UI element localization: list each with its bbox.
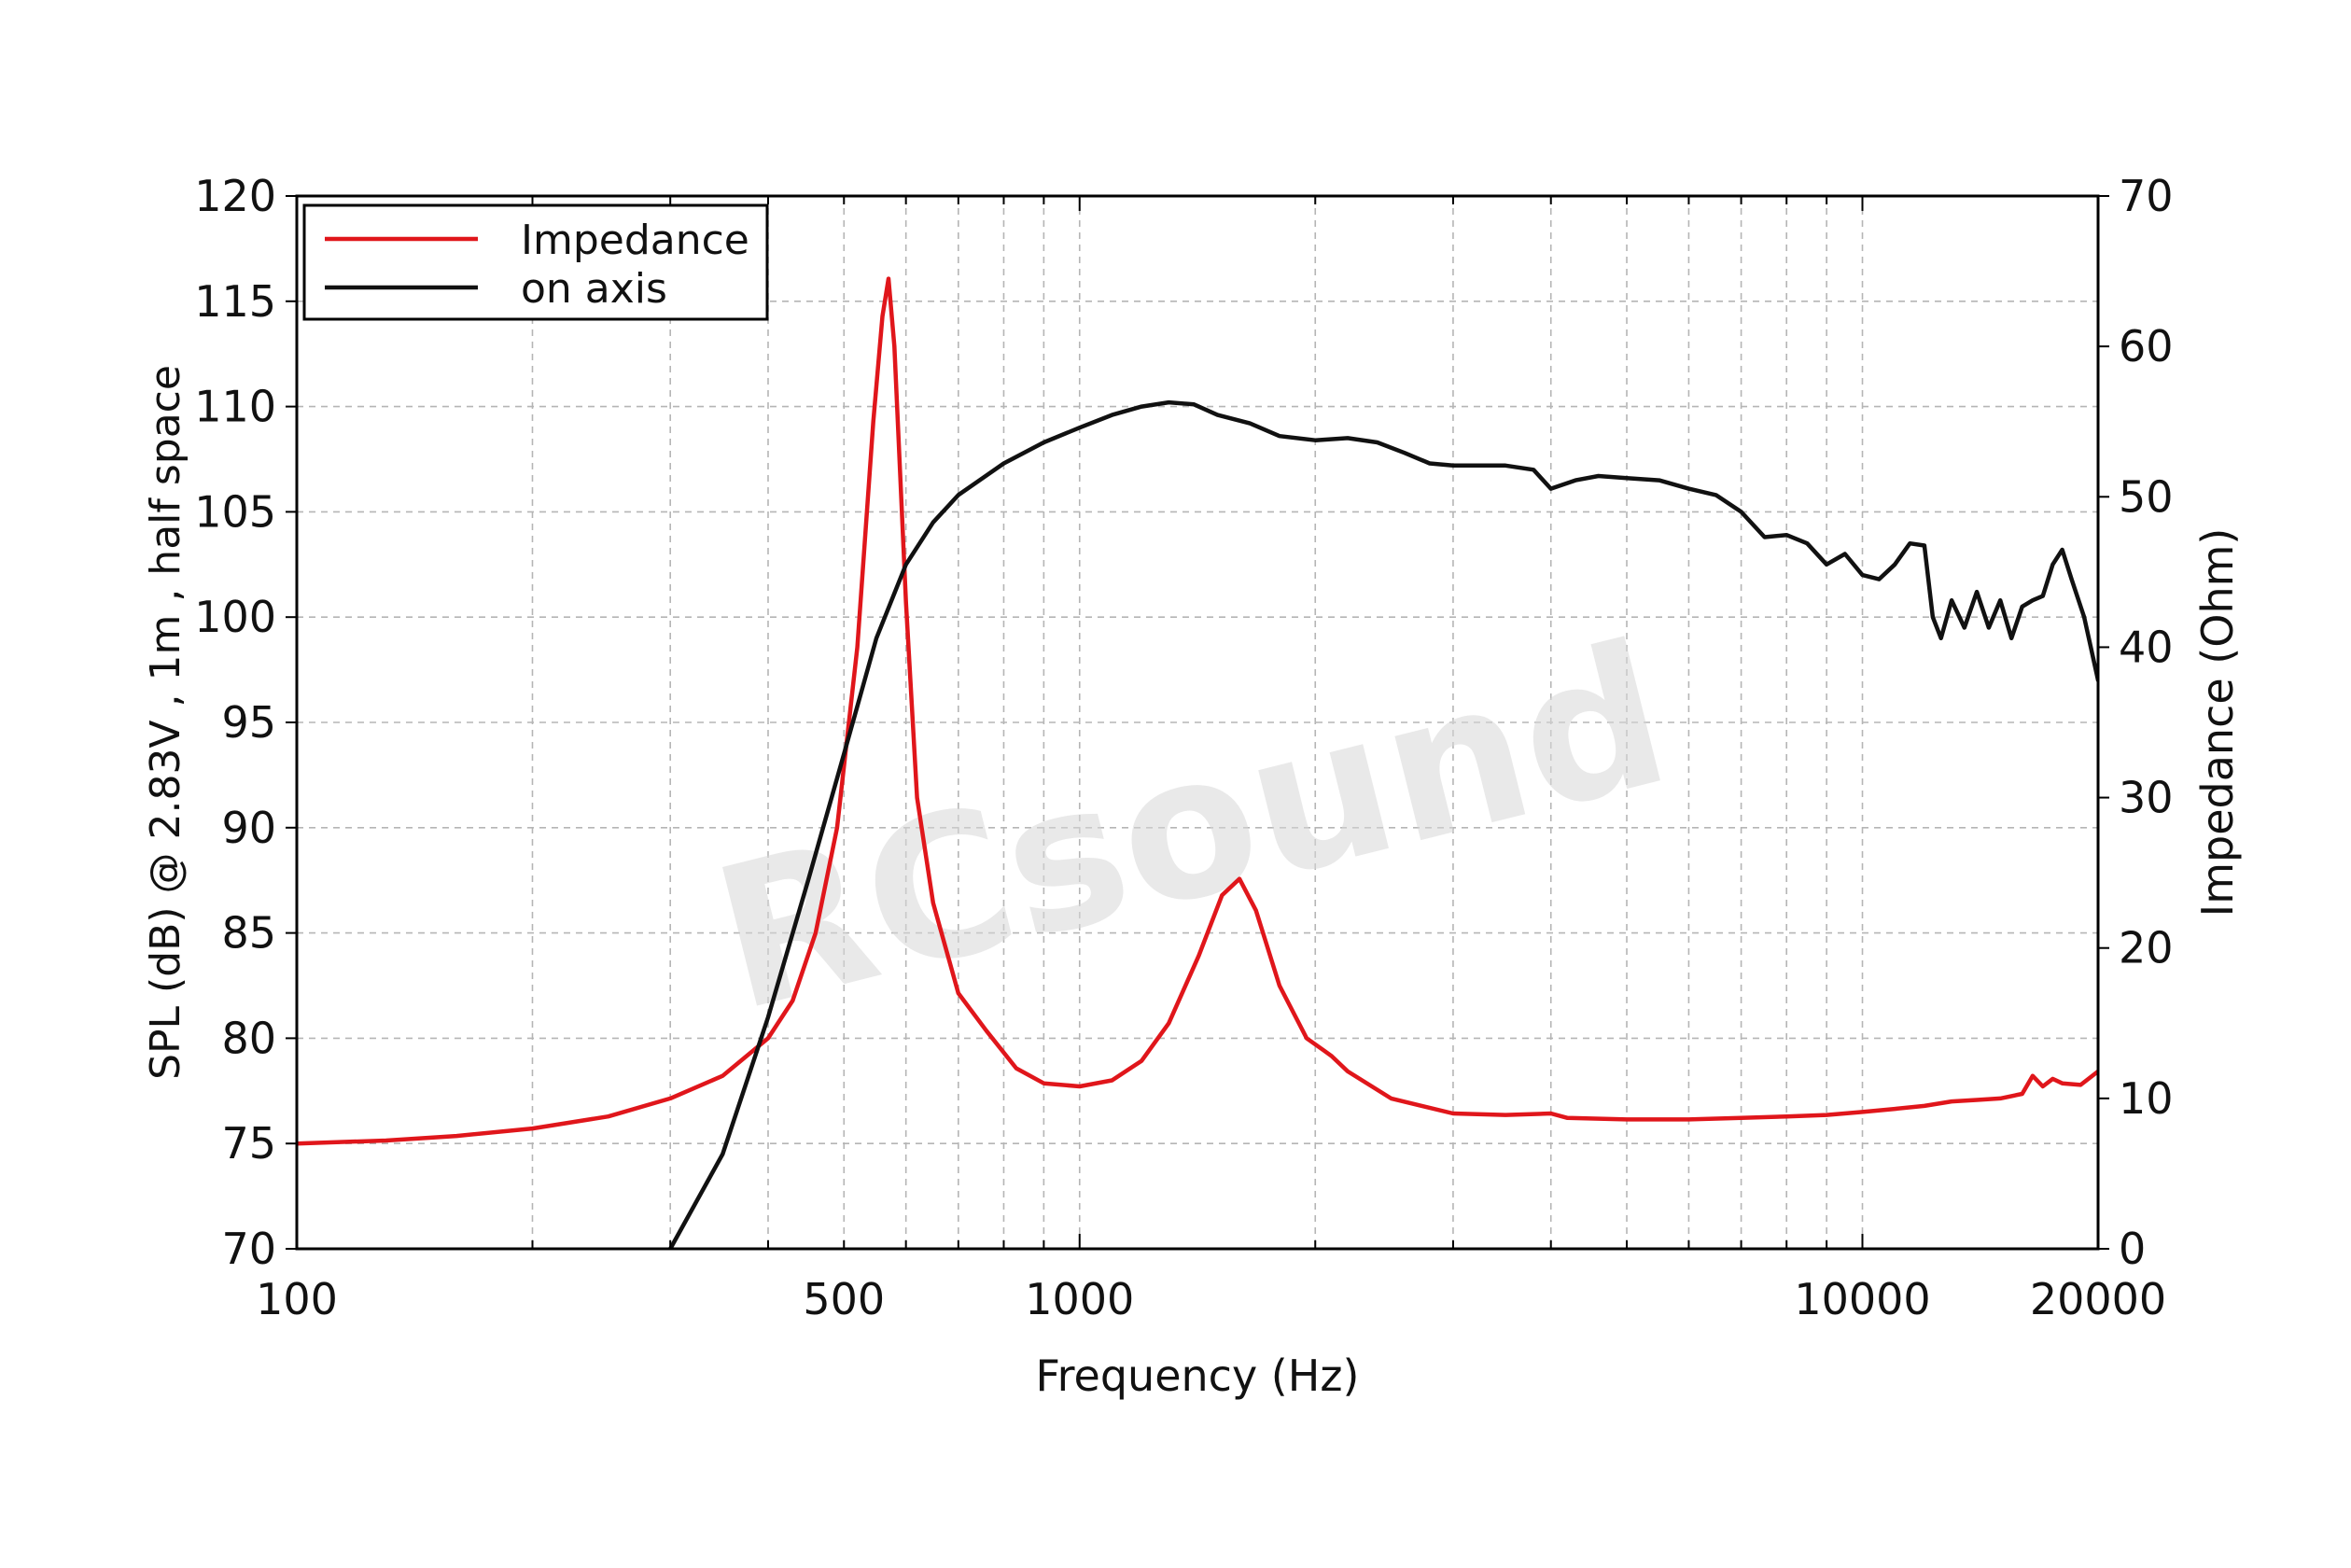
y-left-tick-label: 85 [221, 908, 276, 959]
legend-label: Impedance [521, 217, 749, 264]
y-left-tick-label: 80 [221, 1013, 276, 1063]
y-right-tick-label: 0 [2119, 1224, 2146, 1274]
y-left-tick-label: 95 [221, 697, 276, 748]
ticks: 100 500 1000 10000 2000070758085909510010511… [194, 171, 2173, 1324]
x-tick-label: 10000 [1794, 1274, 1930, 1324]
y-right-tick-label: 20 [2119, 923, 2174, 973]
x-axis-label: Frequency (Hz) [1036, 1351, 1360, 1401]
y-right-tick-label: 60 [2119, 321, 2174, 371]
y-left-tick-label: 110 [194, 382, 276, 432]
y-left-tick-label: 90 [221, 803, 276, 853]
x-tick-label: 20000 [2030, 1274, 2166, 1324]
series-line-on-axis [667, 399, 2098, 1249]
series-line-impedance [297, 276, 2098, 1146]
y-left-tick-label: 105 [194, 486, 276, 537]
y-axis-left-label: SPL (dB) @ 2.83V , 1m , half space [142, 365, 189, 1080]
grid [297, 196, 2098, 1249]
y-left-tick-label: 115 [194, 276, 276, 327]
y-axis-right-label: Impedance (Ohm) [2192, 528, 2243, 917]
y-left-tick-label: 100 [194, 592, 276, 642]
legend-box [302, 203, 769, 321]
legend-label: on axis [521, 265, 667, 313]
y-right-tick-label: 50 [2119, 471, 2174, 522]
y-left-tick-label: 120 [194, 171, 276, 221]
x-tick-label: 100 [256, 1274, 338, 1324]
y-right-tick-label: 30 [2119, 773, 2174, 823]
y-left-tick-label: 75 [221, 1118, 276, 1169]
x-tick-label: 1000 [1025, 1274, 1134, 1324]
y-right-tick-label: 40 [2119, 622, 2174, 672]
series-layer [297, 276, 2098, 1249]
y-left-tick-label: 70 [221, 1224, 276, 1274]
y-right-tick-label: 70 [2119, 171, 2174, 221]
x-tick-label: 500 [803, 1274, 885, 1324]
y-right-tick-label: 10 [2119, 1073, 2174, 1124]
